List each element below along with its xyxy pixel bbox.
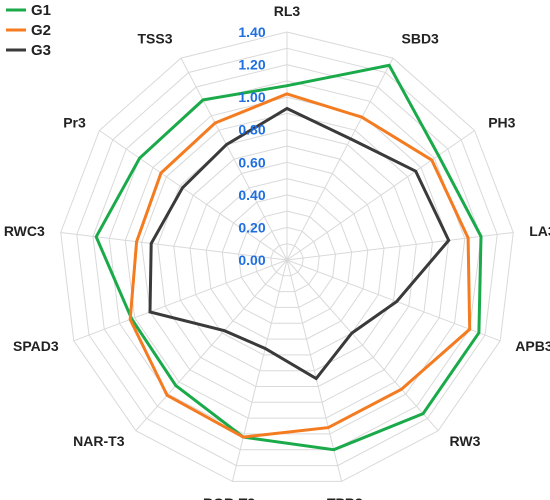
tick-label: 1.20 (238, 57, 265, 73)
grid-layer (60, 31, 514, 482)
axis-label-sbd3: SBD3 (402, 31, 440, 47)
grid-ring (205, 178, 369, 340)
legend-label-g2: G2 (31, 22, 51, 39)
grid-ring (189, 161, 385, 356)
tick-label: 0.60 (238, 154, 265, 170)
axis-label-spad3: SPAD3 (13, 338, 59, 354)
grid-ring (254, 226, 320, 293)
grid-ring (140, 112, 434, 403)
axis-label-rwc3: RWC3 (4, 223, 45, 239)
spoke-tss3 (180, 57, 288, 261)
axis-label-apb3: APB3 (515, 338, 550, 354)
spoke-tpb3 (286, 259, 343, 482)
spoke-nar-t3 (135, 259, 288, 432)
grid-ring (124, 96, 450, 419)
spoke-rwc3 (60, 232, 288, 261)
grid-ring (270, 243, 304, 277)
grid-ring (76, 47, 498, 467)
grid-ring (221, 194, 353, 324)
tick-label: 0.20 (238, 219, 265, 235)
spoke-rw3 (286, 259, 439, 432)
axis-label-rgr-t3: RGR-T3 (203, 495, 255, 500)
axis-label-pr3: Pr3 (63, 115, 86, 131)
axis-label-tpb3: TPB3 (327, 495, 363, 500)
grid-ring (157, 129, 417, 387)
spoke-ph3 (286, 130, 475, 261)
grid-ring (237, 210, 337, 308)
series-line-g2 (128, 92, 472, 439)
spoke-apb3 (286, 259, 501, 342)
tick-label: 0.80 (238, 122, 265, 138)
legend-label-g1: G1 (31, 2, 51, 19)
spoke-sbd3 (286, 57, 394, 261)
legend: G1 G2 G3 (6, 2, 51, 59)
axis-label-ph3: PH3 (488, 115, 515, 131)
tick-label: 1.40 (238, 24, 265, 40)
grid-ring (108, 80, 466, 435)
grid-ring (60, 31, 514, 482)
axis-label-layer: RL3 SBD3 PH3 LA3 APB3 RW3 TPB3 RGR-T3 NAR-T3 SPAD… (4, 3, 550, 500)
grid-ring (92, 64, 482, 451)
grid-ring (173, 145, 401, 372)
tick-label: 0.40 (238, 187, 265, 203)
tick-label-layer: 0.00 0.20 0.40 0.60 0.80 1.00 1.20 1.40 (238, 24, 265, 268)
series-line-g3 (148, 106, 451, 381)
series-layer (94, 63, 483, 452)
axis-label-nar-t3: NAR-T3 (73, 433, 125, 449)
tick-label: 0.00 (238, 252, 265, 268)
spoke-spad3 (73, 259, 288, 342)
axis-label-tss3: TSS3 (137, 31, 172, 47)
tick-label: 1.00 (238, 89, 265, 105)
series-line-g1 (94, 63, 483, 452)
spoke-pr3 (99, 130, 288, 261)
axis-label-rl3: RL3 (274, 3, 301, 19)
axis-label-rw3: RW3 (450, 433, 481, 449)
spoke-rgr-t3 (231, 259, 288, 482)
spoke-la3 (286, 232, 514, 261)
axis-label-la3: LA3 (529, 223, 550, 239)
legend-label-g3: G3 (31, 42, 51, 59)
